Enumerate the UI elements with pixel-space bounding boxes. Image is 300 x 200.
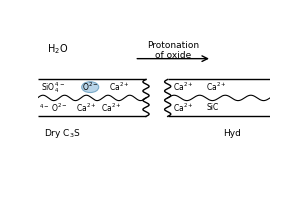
Text: SiC: SiC <box>206 103 219 112</box>
Text: H$_2$O: H$_2$O <box>47 42 68 56</box>
Text: SiO$_4^{\,4-}$: SiO$_4^{\,4-}$ <box>40 80 65 95</box>
Text: O$^{2-}$: O$^{2-}$ <box>82 81 98 93</box>
Text: Protonation
of oxide: Protonation of oxide <box>147 41 199 60</box>
Ellipse shape <box>82 82 99 93</box>
Text: O$^{2-}$: O$^{2-}$ <box>52 102 68 114</box>
Text: Hyd: Hyd <box>224 129 242 138</box>
Text: Ca$^{2+}$: Ca$^{2+}$ <box>76 102 97 114</box>
Text: Ca$^{2+}$: Ca$^{2+}$ <box>109 81 129 93</box>
Text: Dry C$_3$S: Dry C$_3$S <box>44 127 80 140</box>
Text: Ca$^{2+}$: Ca$^{2+}$ <box>173 81 194 93</box>
Text: Ca$^{2+}$: Ca$^{2+}$ <box>101 102 122 114</box>
Text: Ca$^{2+}$: Ca$^{2+}$ <box>206 81 227 93</box>
Text: Ca$^{2+}$: Ca$^{2+}$ <box>173 102 194 114</box>
Text: $^{4-}$: $^{4-}$ <box>39 103 50 112</box>
